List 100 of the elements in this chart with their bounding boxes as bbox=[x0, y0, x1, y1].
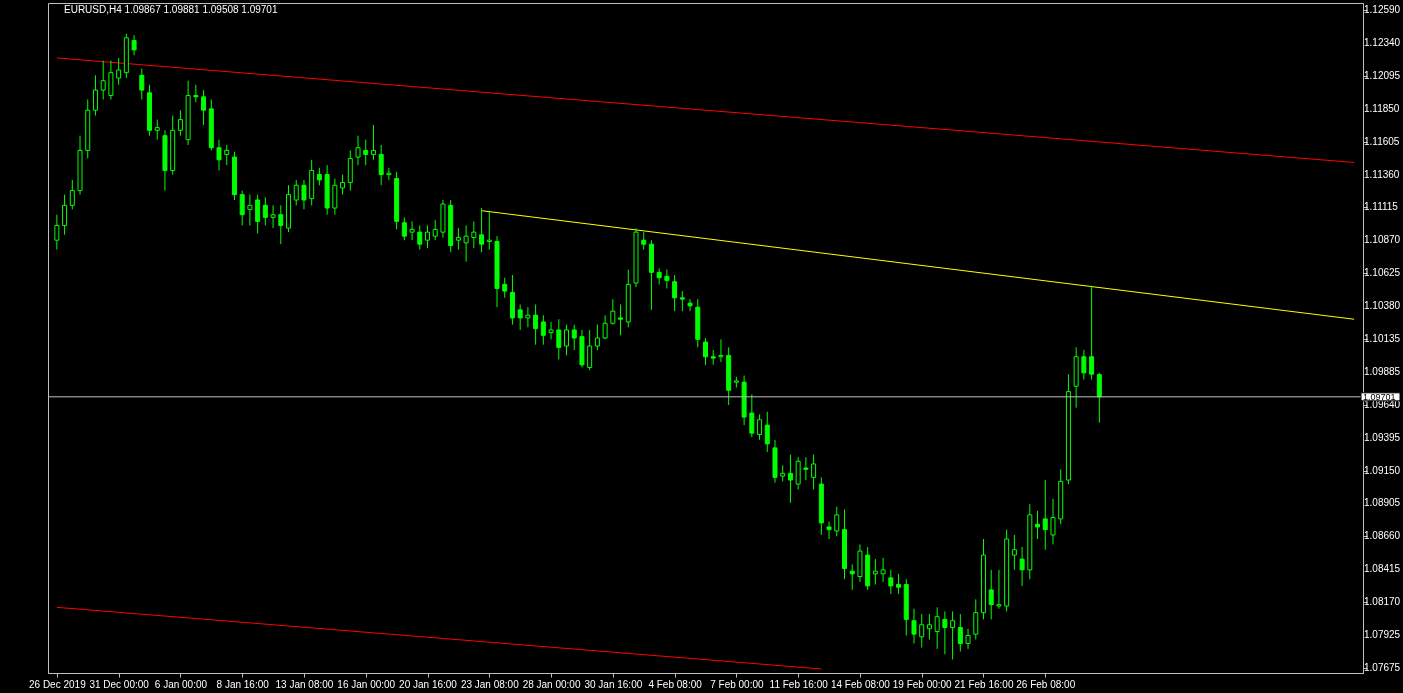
y-tick-label: 1.09640 bbox=[1364, 399, 1401, 410]
x-tick-label: 4 Feb 08:00 bbox=[648, 678, 703, 690]
x-tick-label: 6 Jan 00:00 bbox=[154, 678, 208, 690]
candlestick bbox=[139, 68, 145, 100]
candlestick bbox=[247, 194, 253, 226]
candlestick bbox=[479, 207, 485, 253]
y-tick-label: 1.10870 bbox=[1364, 234, 1401, 246]
candlestick bbox=[926, 613, 932, 640]
y-tick-label: 1.08660 bbox=[1364, 530, 1401, 542]
candlestick bbox=[463, 224, 469, 263]
candlestick bbox=[919, 613, 925, 649]
candlestick bbox=[718, 338, 724, 363]
y-tick-label: 1.11115 bbox=[1364, 201, 1399, 213]
x-tick-label: 13 Jan 08:00 bbox=[275, 678, 334, 690]
candlestick bbox=[602, 314, 608, 340]
y-tick-label: 1.12095 bbox=[1364, 70, 1401, 82]
y-tick-label: 1.10135 bbox=[1364, 332, 1401, 344]
candlestick bbox=[401, 216, 407, 241]
candlestick bbox=[1050, 498, 1056, 545]
candlestick bbox=[471, 220, 477, 249]
candlestick bbox=[888, 569, 894, 595]
candlestick bbox=[703, 337, 708, 366]
candlestick bbox=[826, 521, 832, 540]
candlestick bbox=[301, 179, 307, 210]
x-tick-label: 20 Jan 16:00 bbox=[399, 678, 458, 690]
y-tick-label: 1.10625 bbox=[1364, 267, 1401, 279]
y-tick-label: 1.12590 bbox=[1364, 3, 1401, 15]
candlestick bbox=[1042, 479, 1048, 551]
x-tick-label: 26 Feb 08:00 bbox=[1016, 678, 1076, 690]
y-tick-label: 1.11360 bbox=[1364, 168, 1400, 180]
candlestick bbox=[1035, 510, 1041, 540]
candlestick bbox=[363, 139, 369, 166]
x-tick-label: 8 Jan 16:00 bbox=[216, 678, 270, 690]
candlestick bbox=[973, 598, 979, 640]
x-tick-label: 31 Dec 00:00 bbox=[89, 678, 150, 690]
candlestick bbox=[834, 506, 840, 537]
candlestick bbox=[687, 298, 693, 312]
x-tick-label: 19 Feb 00:00 bbox=[892, 678, 953, 690]
candlestick bbox=[880, 557, 886, 583]
candlestick bbox=[216, 139, 222, 171]
candlestick bbox=[69, 179, 75, 210]
x-tick-label: 11 Feb 16:00 bbox=[769, 678, 829, 690]
candlestick bbox=[1019, 546, 1025, 587]
candlestick bbox=[270, 204, 276, 229]
candlestick bbox=[957, 613, 963, 653]
x-tick-label: 30 Jan 16:00 bbox=[584, 678, 643, 690]
candlestick bbox=[455, 227, 461, 251]
y-tick-label: 1.09395 bbox=[1364, 431, 1401, 443]
candlestick bbox=[332, 178, 338, 216]
candlestick bbox=[386, 167, 392, 181]
candlestick bbox=[787, 454, 793, 504]
candlestick bbox=[486, 211, 492, 251]
candlestick bbox=[548, 321, 554, 340]
candlestick bbox=[896, 573, 902, 595]
candlestick bbox=[378, 144, 384, 186]
candlestick bbox=[811, 454, 817, 490]
candlestick bbox=[262, 196, 268, 226]
y-tick-label: 1.11605 bbox=[1364, 135, 1400, 147]
y-tick-label: 1.08415 bbox=[1364, 563, 1401, 575]
candlestick bbox=[942, 610, 948, 655]
candlestick bbox=[965, 628, 971, 650]
y-tick-label: 1.11850 bbox=[1364, 102, 1400, 114]
candlestick bbox=[255, 194, 261, 234]
candlestick bbox=[679, 290, 685, 312]
candlestick bbox=[757, 413, 763, 441]
candlestick bbox=[540, 314, 546, 346]
candlestick bbox=[54, 214, 60, 251]
x-tick-label: 14 Feb 08:00 bbox=[830, 678, 891, 690]
candlestick bbox=[224, 144, 230, 166]
candlestick bbox=[425, 224, 431, 249]
candlestick bbox=[517, 304, 523, 331]
candlestick bbox=[1089, 285, 1095, 381]
candlestick bbox=[934, 606, 940, 650]
candlestick bbox=[950, 610, 956, 661]
candlestick bbox=[100, 60, 106, 100]
candlestick bbox=[154, 119, 160, 141]
candlestick bbox=[749, 393, 755, 438]
y-tick-label: 1.08905 bbox=[1364, 497, 1401, 509]
ref-line-label: 1.09701 bbox=[1363, 391, 1396, 402]
chart-title: EURUSD,H4 1.09867 1.09881 1.09508 1.09701 bbox=[64, 4, 278, 15]
candlestick bbox=[996, 569, 1002, 610]
candlestick bbox=[432, 219, 438, 241]
candlestick bbox=[409, 220, 415, 241]
candlestick bbox=[664, 269, 670, 289]
candlestick bbox=[1081, 349, 1087, 381]
x-tick-label: 7 Feb 00:00 bbox=[710, 678, 765, 690]
candlestick bbox=[587, 329, 593, 371]
candlestick bbox=[340, 174, 346, 196]
candlestick bbox=[239, 190, 245, 226]
candlestick bbox=[92, 74, 98, 117]
x-tick-label: 28 Jan 00:00 bbox=[522, 678, 581, 690]
y-tick-label: 1.07675 bbox=[1364, 662, 1401, 674]
candlestick bbox=[556, 318, 562, 360]
candlestick bbox=[131, 34, 137, 56]
candlestick bbox=[564, 324, 570, 356]
candlestick bbox=[370, 124, 376, 161]
candlestick bbox=[911, 608, 917, 645]
y-tick-label: 1.09150 bbox=[1364, 464, 1401, 476]
candlestick bbox=[594, 324, 600, 351]
x-tick-label: 16 Jan 00:00 bbox=[337, 678, 396, 690]
